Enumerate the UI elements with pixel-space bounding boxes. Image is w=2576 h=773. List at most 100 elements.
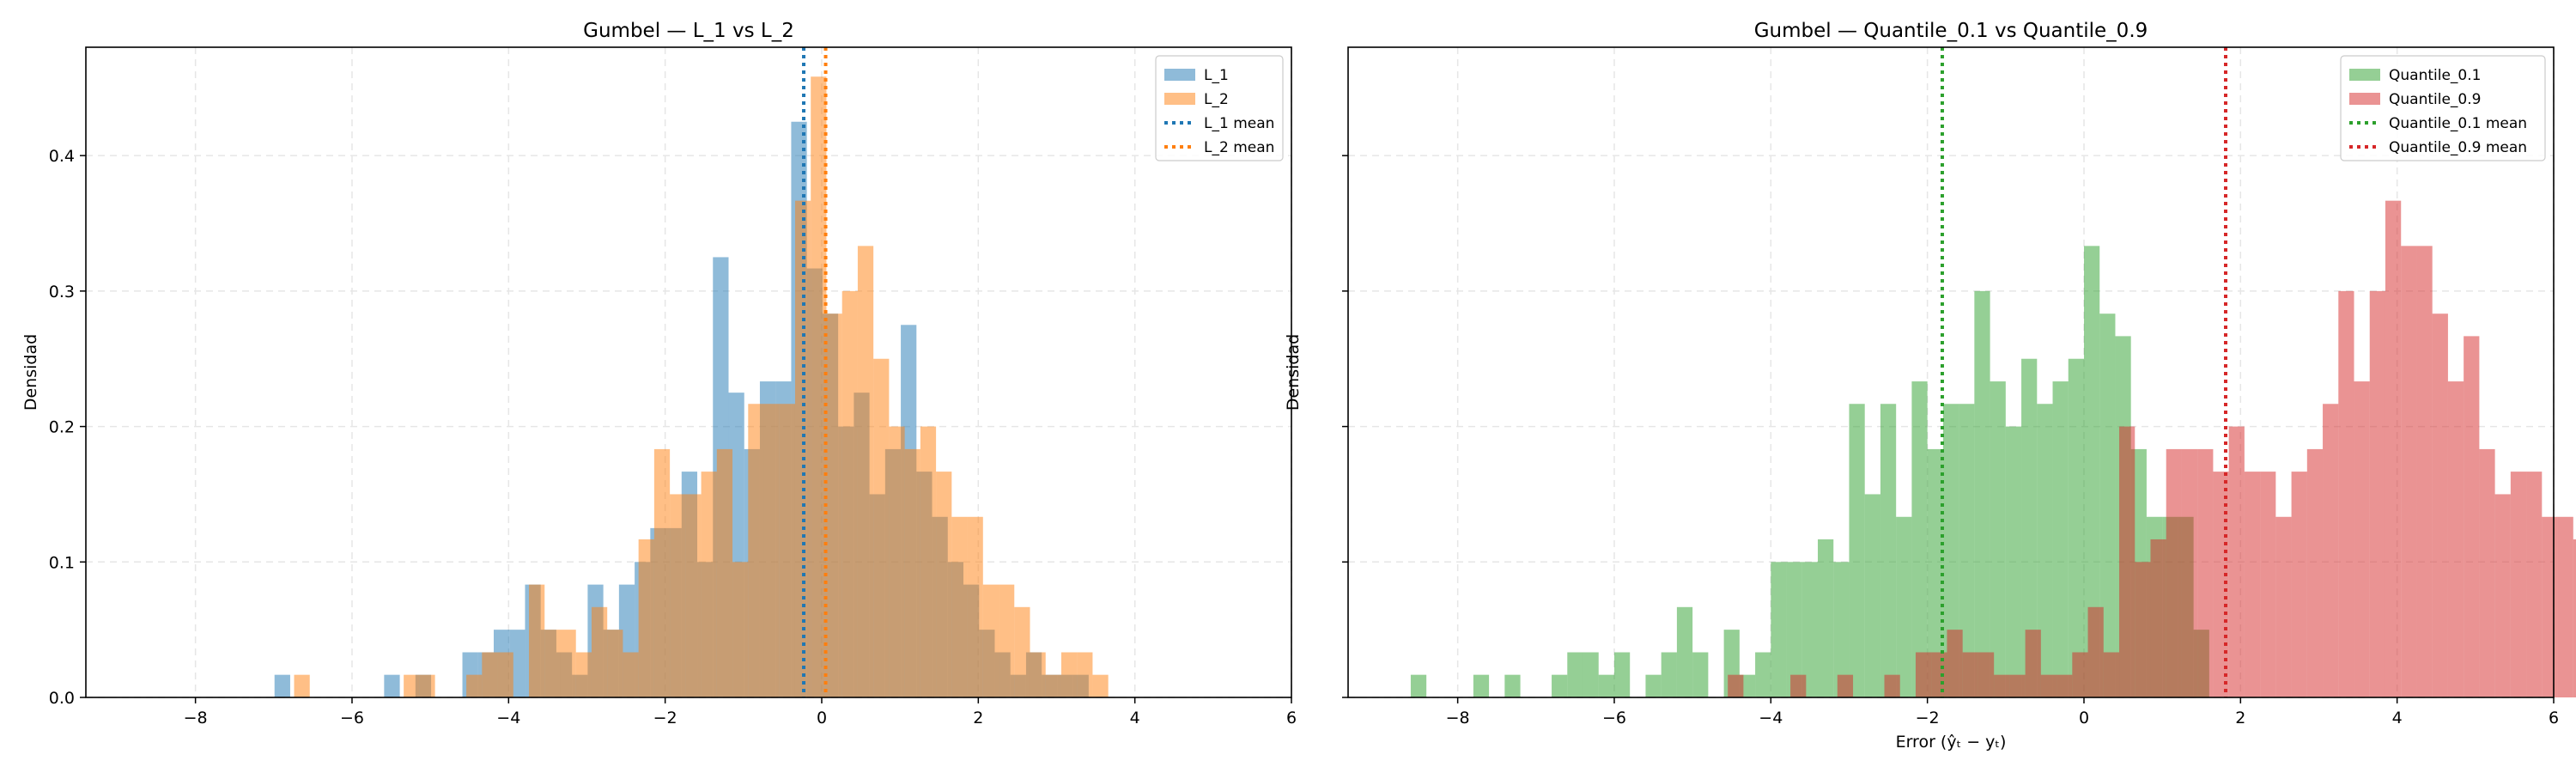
histogram-bar — [1990, 381, 2006, 697]
histogram-bar — [466, 674, 483, 697]
y-axis-label: Densidad — [21, 334, 40, 411]
y-tick-label: 0.1 — [49, 553, 75, 572]
histogram-bar — [779, 404, 795, 697]
chart-title: Gumbel — Quantile_0.1 vs Quantile_0.9 — [1754, 20, 2148, 42]
legend-label: L_2 mean — [1204, 139, 1274, 156]
legend-label: Quantile_0.1 — [2389, 67, 2481, 84]
x-tick-label: 6 — [2549, 709, 2559, 727]
histogram-bar — [2542, 516, 2558, 697]
histogram-bar — [1974, 290, 1990, 697]
histogram-bar — [2306, 448, 2324, 697]
legend-label: Quantile_0.1 mean — [2389, 115, 2527, 132]
histogram-bar — [2323, 404, 2339, 697]
histogram-bar — [1959, 404, 1975, 697]
histogram-bar — [1911, 381, 1928, 697]
histogram-bar — [1942, 404, 1959, 697]
histogram-bar — [1884, 674, 1900, 697]
histogram-bar — [2338, 290, 2354, 697]
histogram-bar — [1645, 674, 1662, 697]
histogram-bar — [2009, 674, 2026, 697]
histogram-bar — [2119, 426, 2136, 697]
legend-label: L_2 — [1204, 91, 1229, 108]
histogram-bar — [1045, 674, 1061, 697]
histogram-bar — [2166, 448, 2182, 697]
histogram-bar — [384, 674, 400, 697]
histogram-bar — [2150, 539, 2166, 697]
histogram-bar — [294, 674, 310, 697]
histogram-bar — [1915, 652, 1932, 697]
legend-swatch — [2349, 93, 2380, 105]
histogram-bar — [1598, 674, 1614, 697]
histogram-bar — [2135, 562, 2151, 697]
histogram-bar — [2228, 426, 2245, 697]
x-tick-label: 6 — [1286, 709, 1297, 727]
histogram-bar — [529, 584, 545, 697]
x-tick-label: 0 — [2079, 709, 2089, 727]
x-tick-label: −4 — [1759, 709, 1783, 727]
histogram-bar — [1613, 652, 1631, 697]
histogram-bar — [2197, 448, 2214, 697]
legend-swatch — [1164, 69, 1195, 81]
plot-frame — [85, 46, 1292, 698]
legend-box — [1155, 55, 1284, 161]
histogram-bar — [2083, 246, 2100, 697]
histogram-bar — [1692, 652, 1709, 697]
x-axis-label: Error (ŷₜ − yₜ) — [1896, 733, 2007, 752]
histogram-bar — [1849, 404, 1865, 697]
histogram-bar — [2260, 472, 2276, 697]
histogram-bar — [1978, 652, 1995, 697]
histogram-bar — [1410, 674, 1427, 697]
x-tick-label: 4 — [1130, 709, 1140, 727]
histogram-bar — [2432, 313, 2448, 697]
histogram-bar — [1771, 562, 1787, 697]
histogram-bar — [560, 630, 576, 697]
histogram-bar — [873, 358, 890, 697]
plot-frame — [1347, 46, 2555, 698]
histogram-bar — [2099, 313, 2116, 697]
histogram-bar — [2291, 472, 2307, 697]
histogram-bar — [967, 516, 983, 697]
legend-label: Quantile_0.9 mean — [2389, 139, 2527, 156]
histogram-bar — [1092, 674, 1109, 697]
histogram-bar — [1077, 652, 1093, 697]
histogram-bar — [2416, 246, 2433, 697]
legend: Quantile_0.1 Quantile_0.9 Quantile_0.1 mea… — [2340, 55, 2546, 161]
y-tick-label: 0.0 — [49, 689, 75, 708]
histogram-bar — [2037, 404, 2053, 697]
histogram-bar — [1676, 606, 1693, 697]
histogram-bar — [1837, 674, 1854, 697]
histogram-bar — [274, 674, 290, 697]
histogram-bar — [936, 472, 952, 697]
histogram-bar — [2052, 381, 2069, 697]
histogram-bar — [1786, 562, 1802, 697]
x-tick-label: −2 — [1916, 709, 1940, 727]
legend: L_1 L_2 L_1 mean L_2 mean — [1155, 55, 1284, 161]
histogram-bar — [1014, 606, 1030, 697]
histogram-bar — [716, 448, 733, 697]
histogram-bar — [2244, 472, 2261, 697]
histogram-bar — [419, 674, 435, 697]
histogram-bar — [920, 426, 937, 697]
histogram-bar — [670, 494, 686, 697]
histogram-bar — [2401, 246, 2417, 697]
histogram-bar — [591, 606, 608, 697]
histogram-bar — [1030, 652, 1046, 697]
histogram-bar — [1552, 674, 1568, 697]
histogram-bar — [2087, 606, 2104, 697]
histogram-bar — [2103, 652, 2120, 697]
histogram-bar — [982, 584, 999, 697]
histogram-bar — [1931, 652, 1947, 697]
x-tick-label: 2 — [973, 709, 983, 727]
histogram-bar — [1947, 630, 1963, 697]
chart-title: Gumbel — L_1 vs L_2 — [583, 20, 794, 42]
histogram-bar — [1962, 652, 1978, 697]
x-tick-label: −6 — [340, 709, 364, 727]
histogram-bar — [2040, 674, 2057, 697]
legend-swatch — [1164, 93, 1195, 105]
histogram-bar — [482, 652, 498, 697]
legend-box — [2340, 55, 2546, 161]
histogram-bar — [1896, 516, 1912, 697]
histogram-bar — [1504, 674, 1521, 697]
histogram-bar — [794, 200, 811, 698]
